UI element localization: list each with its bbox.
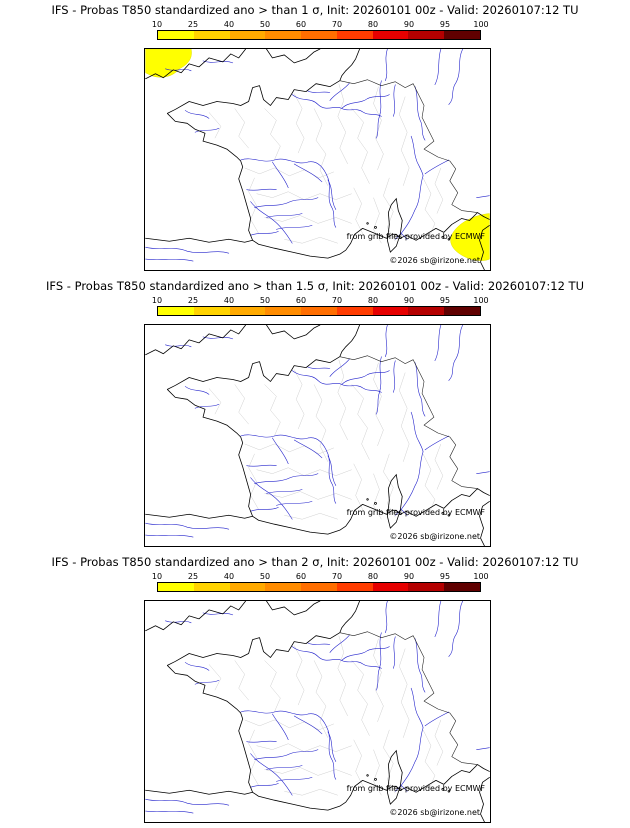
colorbar-tick-label: 40 — [223, 572, 235, 581]
map-canvas — [145, 49, 490, 270]
colorbar-tick-label: 70 — [331, 572, 343, 581]
colorbar-segment — [408, 583, 445, 591]
copyright-notice: ©2026 sb@irizone.net — [389, 532, 480, 541]
data-credit: from grib files provided by ECMWF — [346, 784, 485, 793]
probability-colorbar: 10 25 40 50 60 70 80 90 95 100 — [152, 572, 489, 592]
panel-1-sigma: IFS - Probas T850 standardized ano > tha… — [0, 0, 630, 276]
colorbar-tick-label: 90 — [403, 572, 415, 581]
colorbar-segment — [336, 31, 373, 39]
colorbar-gradient — [157, 30, 481, 40]
colorbar-segment — [301, 31, 337, 39]
colorbar-segment — [265, 307, 302, 315]
colorbar-segment — [301, 583, 337, 591]
colorbar-tick-label: 40 — [223, 296, 235, 305]
colorbar-segment — [229, 583, 266, 591]
colorbar-segment — [444, 583, 481, 591]
colorbar-tick-labels: 10 25 40 50 60 70 80 90 95 100 — [152, 296, 489, 306]
colorbar-tick-label: 70 — [331, 20, 343, 29]
copyright-notice: ©2026 sb@irizone.net — [389, 256, 480, 265]
colorbar-segment — [265, 31, 302, 39]
colorbar-tick-labels: 10 25 40 50 60 70 80 90 95 100 — [152, 20, 489, 30]
map-france-1p5-sigma: from grib files provided by ECMWF ©2026 … — [144, 324, 491, 547]
colorbar-segment — [193, 307, 230, 315]
colorbar-tick-label: 40 — [223, 20, 235, 29]
map-france-2-sigma: from grib files provided by ECMWF ©2026 … — [144, 600, 491, 823]
colorbar-segment — [193, 31, 230, 39]
prob-shade — [145, 49, 192, 78]
panel-1p5-sigma: IFS - Probas T850 standardized ano > tha… — [0, 276, 630, 552]
panel-title: IFS - Probas T850 standardized ano > tha… — [51, 3, 579, 17]
colorbar-tick-label: 10 — [151, 572, 163, 581]
colorbar-tick-label: 60 — [295, 296, 307, 305]
colorbar-segment — [229, 31, 266, 39]
colorbar-tick-label: 90 — [403, 296, 415, 305]
probability-colorbar: 10 25 40 50 60 70 80 90 95 100 — [152, 296, 489, 316]
colorbar-segment — [372, 307, 409, 315]
data-credit: from grib files provided by ECMWF — [346, 232, 485, 241]
colorbar-tick-label: 95 — [439, 572, 451, 581]
colorbar-segment — [336, 583, 373, 591]
colorbar-segment — [265, 583, 302, 591]
copyright-notice: ©2026 sb@irizone.net — [389, 808, 480, 817]
data-credit: from grib files provided by ECMWF — [346, 508, 485, 517]
colorbar-segment — [158, 583, 194, 591]
colorbar-tick-label: 95 — [439, 296, 451, 305]
colorbar-segment — [372, 31, 409, 39]
colorbar-tick-label: 60 — [295, 572, 307, 581]
colorbar-segment — [372, 583, 409, 591]
map-france-1-sigma: from grib files provided by ECMWF ©2026 … — [144, 48, 491, 271]
panel-2-sigma: IFS - Probas T850 standardized ano > tha… — [0, 552, 630, 828]
colorbar-tick-label: 80 — [367, 20, 379, 29]
colorbar-tick-label: 50 — [259, 296, 271, 305]
colorbar-segment — [158, 31, 194, 39]
colorbar-gradient — [157, 306, 481, 316]
panel-title: IFS - Probas T850 standardized ano > tha… — [51, 555, 579, 569]
colorbar-segment — [408, 307, 445, 315]
colorbar-tick-label: 100 — [473, 572, 489, 581]
colorbar-segment — [336, 307, 373, 315]
colorbar-segment — [158, 307, 194, 315]
colorbar-gradient — [157, 582, 481, 592]
colorbar-segment — [444, 307, 481, 315]
colorbar-segment — [444, 31, 481, 39]
colorbar-tick-labels: 10 25 40 50 60 70 80 90 95 100 — [152, 572, 489, 582]
colorbar-tick-label: 90 — [403, 20, 415, 29]
colorbar-segment — [193, 583, 230, 591]
colorbar-tick-label: 10 — [151, 296, 163, 305]
panel-title: IFS - Probas T850 standardized ano > tha… — [46, 279, 584, 293]
colorbar-tick-label: 25 — [187, 572, 199, 581]
colorbar-segment — [408, 31, 445, 39]
colorbar-tick-label: 100 — [473, 20, 489, 29]
colorbar-tick-label: 95 — [439, 20, 451, 29]
colorbar-tick-label: 25 — [187, 20, 199, 29]
colorbar-tick-label: 100 — [473, 296, 489, 305]
prob-shade — [450, 213, 490, 261]
colorbar-tick-label: 10 — [151, 20, 163, 29]
colorbar-segment — [301, 307, 337, 315]
probability-colorbar: 10 25 40 50 60 70 80 90 95 100 — [152, 20, 489, 40]
colorbar-tick-label: 25 — [187, 296, 199, 305]
colorbar-tick-label: 80 — [367, 296, 379, 305]
colorbar-tick-label: 50 — [259, 572, 271, 581]
colorbar-tick-label: 60 — [295, 20, 307, 29]
colorbar-tick-label: 70 — [331, 296, 343, 305]
colorbar-tick-label: 80 — [367, 572, 379, 581]
probability-shading — [145, 49, 490, 261]
colorbar-tick-label: 50 — [259, 20, 271, 29]
colorbar-segment — [229, 307, 266, 315]
